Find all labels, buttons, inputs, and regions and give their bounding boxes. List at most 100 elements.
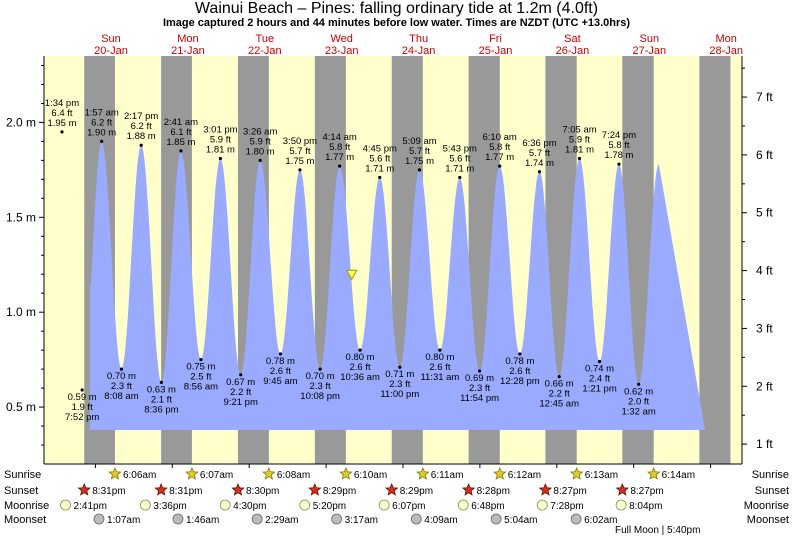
moonrise-time: 8:04pm: [629, 501, 662, 512]
tide-label-text: 8:56 am: [184, 382, 218, 393]
moonrise-time: 6:07pm: [392, 501, 425, 512]
tide-series-area: [90, 141, 705, 430]
sunset-icon: [308, 482, 322, 496]
tide-label-text: 2:41 am: [164, 117, 198, 128]
moonrise-time: 3:36pm: [153, 501, 186, 512]
moonrise-icon: [615, 499, 627, 511]
tide-extreme-point: [358, 348, 362, 352]
moonrise-icon: [139, 499, 151, 511]
tide-label-text: 1.78 m: [604, 150, 633, 161]
sunset-row-label-left: Sunset: [4, 485, 38, 497]
day-label-date: 28-Jan: [709, 45, 743, 57]
right-tick-label: 7 ft: [756, 90, 773, 104]
tide-label-text: 6.1 ft: [170, 127, 191, 138]
tide-label-text: 2.3 ft: [310, 381, 331, 392]
day-label-dow: Wed: [330, 33, 352, 45]
tide-label-text: 11:54 pm: [460, 393, 499, 404]
tide-label-text: 0.78 m: [266, 356, 295, 367]
sunrise-time: 6:10am: [354, 470, 387, 481]
tide-label-text: 1.90 m: [87, 127, 116, 138]
tide-extreme-point: [597, 359, 602, 364]
moonset-icon: [331, 513, 343, 525]
tide-extreme-point: [119, 367, 124, 371]
moonset-time: 6:02am: [584, 515, 617, 526]
tide-label-text: 1.75 m: [405, 156, 434, 167]
chart-subtitle: Image captured 2 hours and 44 minutes be…: [162, 17, 631, 29]
tide-label-text: 0.63 m: [147, 384, 176, 395]
day-label-date: 23-Jan: [325, 45, 359, 57]
tide-label-text: 10:36 am: [340, 372, 380, 383]
tide-extreme-point: [258, 158, 262, 162]
tide-label-text: 6:10 am: [482, 132, 516, 143]
tide-label-text: 2.1 ft: [151, 394, 172, 405]
moonrise-time: 6:48pm: [471, 501, 504, 512]
tide-label-text: 0.74 m: [585, 364, 614, 375]
tide-extreme-point: [218, 156, 223, 161]
left-tick-label: 1.0 m: [6, 305, 36, 319]
tide-extreme-point: [477, 369, 482, 373]
tide-label-text: 2.2 ft: [230, 387, 251, 398]
sunrise-icon: [108, 466, 122, 480]
sunset-icon: [615, 482, 629, 496]
moonrise-icon: [219, 499, 231, 511]
tide-label-text: 5:43 pm: [443, 143, 477, 154]
chart-title: Wainui Beach – Pines: falling ordinary t…: [194, 0, 599, 17]
tide-label-text: 0.78 m: [505, 356, 534, 367]
tide-label-text: 1.80 m: [246, 146, 275, 157]
tide-extreme-point: [577, 156, 582, 161]
tide-label-text: 9:45 am: [263, 376, 297, 387]
moonrise-icon: [536, 499, 548, 511]
tide-label-text: 1:57 am: [84, 107, 118, 118]
right-tick-label: 1 ft: [756, 437, 773, 451]
left-tick-label: 2.0 m: [6, 115, 36, 129]
moonrise-icon: [299, 499, 311, 511]
day-label-dow: Mon: [715, 33, 736, 45]
moonrise-time: 7:28pm: [550, 501, 583, 512]
tide-label-text: 5.7 ft: [409, 146, 430, 157]
tide-label-text: 5.8 ft: [329, 142, 350, 153]
tide-label-text: 0.59 m: [68, 392, 97, 403]
tide-label-text: 0.80 m: [346, 352, 375, 363]
sunset-icon: [154, 482, 168, 496]
tide-label-text: 2.3 ft: [111, 381, 132, 392]
sunrise-icon: [262, 466, 276, 480]
tide-extreme-point: [438, 348, 442, 352]
moonset-time: 2:29am: [265, 515, 298, 526]
tide-label-text: 12:28 pm: [500, 376, 540, 387]
day-label-date: 27-Jan: [632, 45, 666, 57]
tide-label-text: 11:00 pm: [380, 389, 419, 400]
tide-label-text: 1.77 m: [325, 152, 354, 163]
tide-label-text: 5.7 ft: [529, 148, 550, 159]
day-label-date: 26-Jan: [556, 45, 590, 57]
tide-extreme-point: [278, 352, 283, 356]
right-tick-label: 4 ft: [756, 264, 773, 278]
tide-extreme-point: [318, 367, 322, 371]
sunrise-icon: [569, 466, 584, 480]
tide-label-text: 1.9 ft: [72, 402, 93, 413]
tide-extreme-point: [159, 380, 164, 384]
sunset-time: 8:27pm: [553, 486, 586, 497]
tide-extreme-point: [518, 352, 522, 356]
left-tick-label: 1.5 m: [6, 210, 36, 224]
moonset-row-label-right: Moonset: [747, 514, 789, 526]
tide-label-text: 5.6 ft: [369, 153, 390, 164]
day-label-date: 25-Jan: [479, 45, 513, 57]
tide-label-text: 0.70 m: [306, 371, 335, 382]
axes: 0.5 m 1.0 m 1.5 m 2.0 m 1 ft 2 ft 3 ft 4 ft 5 ft…: [6, 56, 773, 468]
moonrise-time: 5:20pm: [313, 501, 346, 512]
tide-extreme-point: [557, 375, 561, 379]
tide-label-text: 8:36 pm: [144, 404, 178, 415]
tide-label-text: 2.6 ft: [429, 362, 450, 373]
sunset-time: 8:29pm: [400, 486, 433, 497]
tide-label-text: 0.62 m: [624, 386, 653, 397]
tide-label-text: 1.88 m: [127, 131, 156, 142]
moonset-icon: [410, 513, 422, 525]
moonset-time: 1:46am: [186, 515, 219, 526]
sunrise-time: 6:11am: [431, 470, 464, 481]
sunset-icon: [384, 482, 399, 496]
tide-extreme-point: [498, 164, 502, 168]
tide-label-text: 2.4 ft: [589, 374, 610, 385]
moonset-icon: [172, 513, 184, 525]
sunrise-time: 6:06am: [123, 470, 156, 481]
tide-extreme-point: [80, 388, 84, 392]
